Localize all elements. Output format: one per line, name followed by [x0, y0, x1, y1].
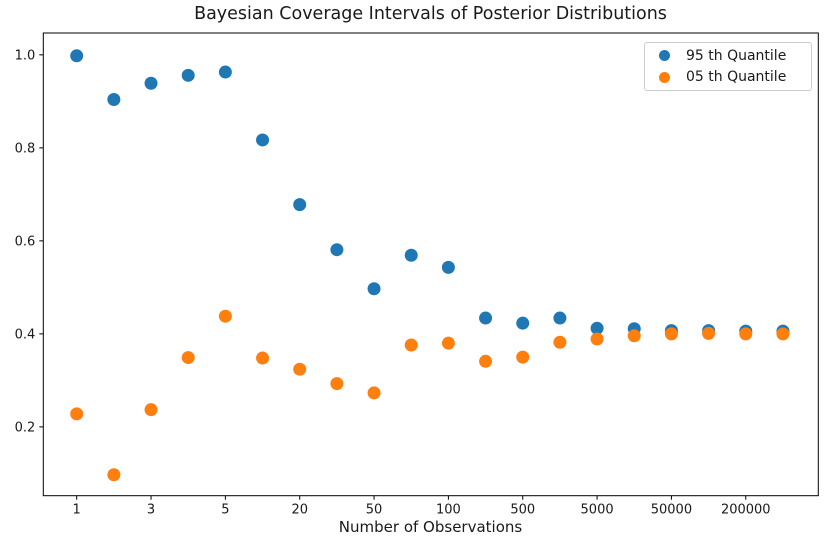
x-tick-label: 1 — [73, 503, 81, 518]
data-point — [181, 351, 195, 365]
data-point — [553, 335, 567, 349]
data-point — [218, 309, 232, 323]
data-point — [181, 68, 195, 82]
data-point — [739, 327, 753, 341]
data-point — [404, 338, 418, 352]
data-point — [516, 350, 530, 364]
y-tick-label: 1.0 — [15, 48, 36, 63]
data-point — [553, 311, 567, 325]
x-tick-label: 50000 — [651, 503, 692, 518]
x-tick-label: 500 — [510, 503, 535, 518]
x-tick-label: 20 — [291, 503, 308, 518]
data-point — [441, 260, 455, 274]
x-tick-label: 5 — [221, 503, 229, 518]
data-point — [107, 468, 121, 482]
data-point — [256, 351, 270, 365]
data-point — [479, 311, 493, 325]
data-point — [404, 248, 418, 262]
data-point — [70, 407, 84, 421]
plot-border — [42, 32, 819, 497]
data-point — [627, 329, 641, 343]
data-point — [107, 92, 121, 106]
legend-item-95th: 95 th Quantile — [645, 48, 811, 64]
data-point — [367, 386, 381, 400]
data-point — [293, 198, 307, 212]
data-point — [367, 282, 381, 296]
legend-marker-05th-icon — [659, 71, 670, 83]
legend-label-95th: 95 th Quantile — [686, 47, 787, 64]
legend-label-05th: 05 th Quantile — [686, 69, 787, 86]
y-tick-label: 0.4 — [15, 327, 36, 342]
data-point — [590, 332, 604, 346]
data-point — [218, 65, 232, 79]
data-point — [144, 76, 158, 90]
x-tick-label: 50 — [366, 503, 383, 518]
x-axis-label: Number of Observations — [338, 518, 523, 536]
data-point — [293, 362, 307, 376]
data-point — [330, 377, 344, 391]
x-tick-label: 200000 — [721, 503, 771, 518]
legend-item-05th: 05 th Quantile — [645, 69, 811, 85]
legend-marker-95th-icon — [659, 50, 670, 62]
legend: 95 th Quantile 05 th Quantile — [644, 42, 812, 91]
data-point — [479, 354, 493, 368]
x-tick-label: 5000 — [581, 503, 614, 518]
data-point — [70, 49, 84, 63]
data-point — [590, 321, 604, 335]
data-point — [702, 326, 716, 340]
data-point — [256, 133, 270, 147]
chart-title: Bayesian Coverage Intervals of Posterior… — [194, 4, 667, 24]
data-point — [664, 327, 678, 341]
data-point — [776, 327, 790, 341]
y-tick-label: 0.2 — [15, 420, 36, 435]
data-point — [330, 243, 344, 257]
x-tick-label: 100 — [436, 503, 461, 518]
x-tick-label: 3 — [147, 503, 155, 518]
data-point — [516, 316, 530, 330]
y-tick-label: 0.6 — [15, 234, 36, 249]
data-point — [144, 403, 158, 417]
data-point — [441, 336, 455, 350]
y-tick-label: 0.8 — [15, 141, 36, 156]
